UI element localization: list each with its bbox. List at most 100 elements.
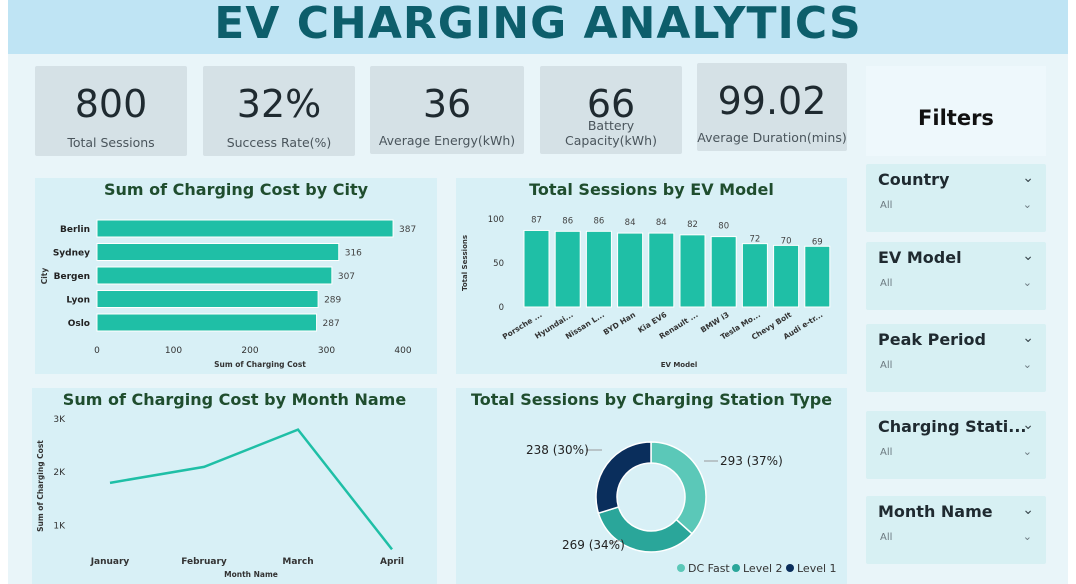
- chart-sessions-by-station: 293 (37%) 269 (34%) 238 (30%) DC Fast Level …: [526, 441, 837, 575]
- pie-slice: [650, 441, 707, 535]
- slicer-title: Peak Period: [878, 330, 986, 349]
- pie-slice: [595, 441, 652, 515]
- x-axis-label: Month Name: [224, 570, 278, 579]
- data-label: 70: [781, 236, 792, 246]
- x-axis-label: Sum of Charging Cost: [214, 360, 306, 369]
- panel-cost-by-city: Sum of Charging Cost by City Berlin 387 Sy…: [35, 178, 437, 374]
- chart-title: Total Sessions by EV Model: [529, 180, 774, 199]
- legend-marker: [786, 564, 794, 572]
- x-tick-label: 400: [394, 346, 411, 356]
- bar: [96, 313, 318, 332]
- legend-marker: [677, 564, 685, 572]
- chart-title: Sum of Charging Cost by Month Name: [62, 390, 407, 409]
- data-label: 84: [656, 218, 667, 228]
- bar: [96, 290, 319, 308]
- y-axis-label: Sum of Charging Cost: [36, 440, 45, 532]
- y-tick-label: 50: [493, 259, 504, 269]
- slicer-title: EV Model: [878, 248, 962, 267]
- chevron-down-icon[interactable]: ⌄: [1022, 445, 1032, 458]
- slicer-charging-station[interactable]: Charging Stati... All ⌄ ⌄: [866, 411, 1046, 479]
- slicer-title: Charging Stati...: [878, 417, 1027, 436]
- x-tick-label: February: [181, 557, 227, 567]
- legend-label: Level 1: [797, 562, 837, 575]
- bar: [96, 219, 394, 238]
- slicer-value[interactable]: All: [880, 447, 893, 458]
- kpi-label: Average Energy(kWh): [378, 133, 516, 148]
- chevron-down-icon[interactable]: ⌄: [1022, 276, 1032, 289]
- bar: [585, 230, 612, 308]
- kpi-value: 800: [74, 82, 148, 126]
- legend-label: Level 2: [743, 562, 783, 575]
- x-tick-label: 200: [241, 346, 258, 356]
- series-line: [109, 428, 393, 551]
- kpi-value: 99.02: [717, 79, 827, 123]
- kpi-label: Average Duration(mins): [697, 130, 847, 145]
- slicer-country[interactable]: Country All ⌄ ⌄: [866, 164, 1046, 232]
- data-label: 269 (34%): [562, 538, 625, 552]
- chevron-down-icon[interactable]: ⌄: [1022, 417, 1034, 433]
- slicer-value[interactable]: All: [880, 278, 893, 289]
- data-label: 80: [718, 222, 729, 232]
- kpi-card-battery-capacity: 66 Battery Capacity(kWh): [540, 66, 682, 154]
- kpi-card-average-duration: 99.02 Average Duration(mins): [697, 63, 847, 151]
- data-label: 387: [399, 225, 416, 235]
- bar: [617, 232, 644, 308]
- category-label: Sydney: [53, 249, 90, 259]
- kpi-label: Battery Capacity(kWh): [565, 118, 657, 148]
- slicer-value[interactable]: All: [880, 360, 893, 371]
- page-title: EV CHARGING ANALYTICS: [214, 0, 862, 49]
- bar: [741, 243, 768, 308]
- filters-title: Filters: [918, 106, 994, 130]
- chevron-down-icon[interactable]: ⌄: [1022, 530, 1032, 543]
- data-label: 87: [531, 215, 542, 225]
- bar: [523, 229, 550, 308]
- slicer-peak-period[interactable]: Peak Period All ⌄ ⌄: [866, 324, 1046, 392]
- category-label: Bergen: [54, 272, 90, 282]
- x-tick-label: April: [380, 557, 404, 567]
- x-tick-label: March: [282, 557, 313, 567]
- data-label: 86: [593, 216, 604, 226]
- x-tick-label: 100: [165, 346, 182, 356]
- chevron-down-icon[interactable]: ⌄: [1022, 330, 1034, 346]
- data-label: 69: [812, 237, 823, 247]
- slicer-ev-model[interactable]: EV Model All ⌄ ⌄: [866, 242, 1046, 310]
- filters-header: Filters: [866, 66, 1046, 156]
- data-label: 86: [562, 216, 573, 226]
- chart-cost-by-month: January February March April 1K 2K 3K Month Nam…: [36, 415, 404, 579]
- chevron-down-icon[interactable]: ⌄: [1022, 170, 1034, 186]
- category-label: BYD Han: [602, 310, 638, 337]
- data-label: 82: [687, 220, 698, 230]
- x-axis-label: EV Model: [661, 361, 698, 369]
- y-tick-label: 2K: [53, 468, 66, 478]
- header-bar: EV CHARGING ANALYTICS: [8, 0, 1068, 54]
- slicer-month-name[interactable]: Month Name All ⌄ ⌄: [866, 496, 1046, 564]
- chevron-down-icon[interactable]: ⌄: [1022, 358, 1032, 371]
- kpi-card-total-sessions: 800 Total Sessions: [35, 66, 187, 156]
- chevron-down-icon[interactable]: ⌄: [1022, 198, 1032, 211]
- data-label: 289: [324, 296, 341, 306]
- x-tick-label: January: [90, 557, 130, 567]
- bar: [96, 266, 333, 285]
- slicer-value[interactable]: All: [880, 532, 893, 543]
- chevron-down-icon[interactable]: ⌄: [1022, 248, 1034, 264]
- chevron-down-icon[interactable]: ⌄: [1022, 502, 1034, 518]
- kpi-value: 66: [586, 82, 636, 126]
- x-tick-label: 300: [318, 346, 335, 356]
- kpi-label: Total Sessions: [67, 135, 155, 150]
- kpi-card-average-energy: 36 Average Energy(kWh): [370, 66, 524, 154]
- chart-title: Total Sessions by Charging Station Type: [470, 390, 833, 409]
- y-tick-label: 100: [488, 215, 504, 225]
- slicer-value[interactable]: All: [880, 200, 893, 211]
- kpi-label: Success Rate(%): [226, 135, 332, 150]
- category-label: Berlin: [60, 225, 90, 235]
- y-tick-label: 1K: [53, 521, 66, 531]
- x-tick-label: 0: [94, 346, 100, 356]
- kpi-value: 36: [422, 82, 472, 126]
- chart-cost-by-city: Berlin 387 Sydney 316 Bergen 307 Lyon 289 Oslo 28…: [40, 219, 416, 369]
- panel-sessions-by-station: Total Sessions by Charging Station Type …: [456, 388, 847, 584]
- y-tick-label: 0: [499, 303, 504, 313]
- y-axis-label: City: [40, 268, 49, 285]
- category-label: Oslo: [68, 319, 90, 329]
- category-label: Lyon: [66, 296, 90, 306]
